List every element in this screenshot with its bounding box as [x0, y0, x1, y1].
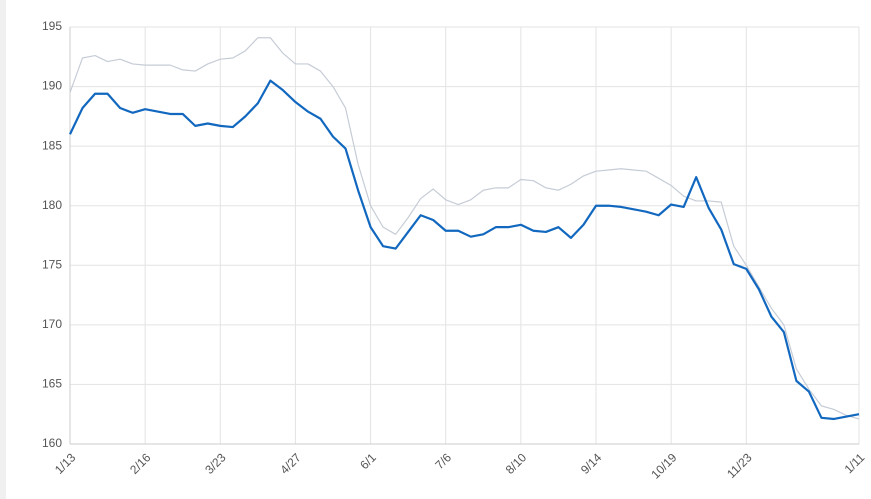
x-tick-label: 3/23 [202, 450, 229, 477]
y-tick-label: 190 [42, 79, 62, 93]
x-tick-label: 10/19 [648, 450, 679, 481]
series-line [69, 79, 860, 421]
x-tick-label: 1/13 [52, 450, 79, 477]
y-tick-label: 175 [42, 257, 62, 271]
left-edge [0, 0, 6, 499]
y-tick-label: 160 [42, 436, 62, 450]
x-tick-label: 7/6 [432, 450, 454, 472]
y-tick-label: 170 [42, 317, 62, 331]
x-tick-label: 2/16 [127, 450, 154, 477]
y-tick-label: 180 [42, 198, 62, 212]
y-tick-label: 165 [42, 377, 62, 391]
x-tick-label: 4/27 [277, 450, 304, 477]
x-tick-label: 1/11 [842, 450, 868, 476]
y-tick-label: 185 [42, 138, 62, 152]
series-line [69, 37, 860, 420]
x-tick-label: 11/23 [724, 450, 755, 481]
x-tick-label: 8/10 [503, 450, 530, 477]
y-tick-label: 195 [42, 19, 62, 33]
x-tick-label: 9/14 [578, 450, 605, 477]
x-tick-label: 6/1 [357, 450, 379, 472]
